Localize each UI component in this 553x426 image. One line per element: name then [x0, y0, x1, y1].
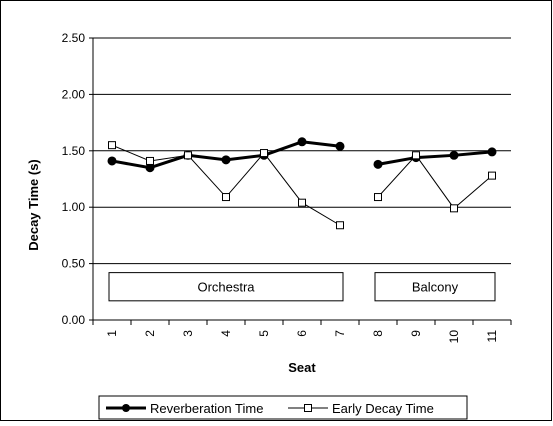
x-tick-label: 1	[105, 330, 119, 337]
reverberation-time-point	[335, 141, 345, 151]
reverberation-time-point	[449, 150, 459, 160]
region-box	[108, 272, 344, 302]
y-tick-label: 1.50	[62, 144, 86, 158]
x-tick-label: 2	[143, 330, 157, 337]
x-tick-label: 8	[371, 330, 385, 337]
y-tick-label: 0.50	[62, 257, 86, 271]
series-lines	[107, 137, 497, 230]
y-tick-label: 2.00	[62, 87, 86, 101]
x-axis-title: Seat	[288, 360, 316, 375]
legend-label-early-decay: Early Decay Time	[332, 401, 434, 416]
early-decay-time-point	[450, 204, 458, 213]
legend: Reverberation Time Early Decay Time	[98, 395, 468, 420]
early-decay-time-point	[184, 151, 192, 160]
y-axis-title: Decay Time (s)	[26, 159, 41, 251]
early-decay-time-point	[260, 149, 268, 158]
early-decay-time-point	[336, 221, 344, 230]
x-tick-label: 3	[181, 330, 195, 337]
early-decay-time-point	[222, 193, 230, 202]
legend-box	[98, 395, 468, 420]
reverberation-time-point	[107, 156, 117, 166]
reverberation-time-point	[487, 147, 497, 157]
early-decay-time-line	[377, 154, 493, 210]
reverberation-time-point	[297, 137, 307, 147]
legend-label-reverberation: Reverberation Time	[150, 401, 263, 416]
x-tick-label: 10	[447, 330, 461, 344]
early-decay-time-point	[374, 193, 382, 202]
x-tick-label: 6	[295, 330, 309, 337]
grid-lines	[93, 37, 511, 265]
region-label: Balcony	[412, 280, 459, 295]
region-box	[374, 272, 496, 302]
y-tick-label: 1.00	[62, 200, 86, 214]
early-decay-time-point	[488, 171, 496, 180]
legend-marker-reverberation	[122, 404, 130, 412]
x-tick-label: 5	[257, 330, 271, 337]
reverberation-time-point	[373, 159, 383, 169]
reverberation-time-line	[377, 150, 493, 166]
region-label: Orchestra	[197, 280, 255, 295]
region-boxes: Orchestra Balcony	[108, 272, 496, 302]
x-tick-label: 4	[219, 330, 233, 337]
early-decay-time-point	[146, 156, 154, 165]
y-tick-label: 2.50	[62, 31, 86, 45]
x-tick-label: 7	[333, 330, 347, 337]
x-tick-label: 11	[485, 330, 499, 343]
early-decay-time-point	[412, 151, 420, 160]
early-decay-time-point	[108, 141, 116, 150]
axes: 0.00 0.50 1.00 1.50 2.00 2.50 1 2 3 4 5 6 7 8 9 10 11	[62, 31, 512, 344]
early-decay-time-point	[298, 198, 306, 207]
y-tick-label: 0.00	[62, 313, 86, 327]
reverberation-time-point	[221, 155, 231, 165]
legend-marker-early-decay	[304, 404, 312, 412]
x-tick-label: 9	[409, 330, 423, 337]
